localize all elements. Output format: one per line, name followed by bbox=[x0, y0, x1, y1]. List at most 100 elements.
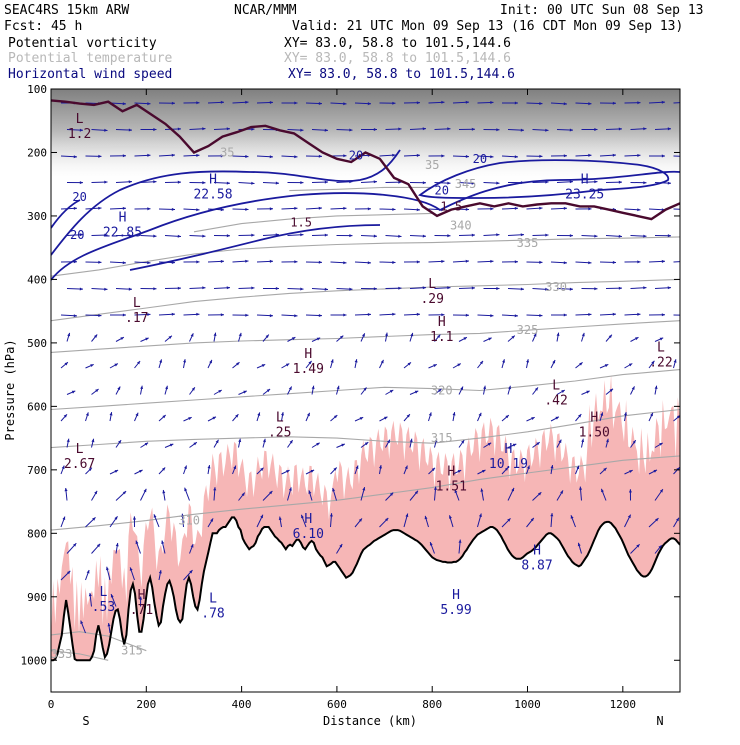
extremum-value: 23.25 bbox=[565, 187, 604, 202]
theta-contour-label: 35 bbox=[220, 145, 234, 159]
extremum-letter: H bbox=[590, 410, 598, 425]
extremum-letter: H bbox=[304, 512, 312, 527]
theta-contour-label: 333 bbox=[51, 647, 73, 661]
field-name-pv: Potential vorticity bbox=[8, 36, 157, 51]
extremum-letter: H bbox=[304, 347, 312, 362]
extremum-value: .78 bbox=[201, 606, 224, 621]
extremum-letter: H bbox=[581, 172, 589, 187]
y-tick-label: 200 bbox=[27, 146, 47, 159]
extremum-value: 1.49 bbox=[293, 362, 324, 377]
y-tick-label: 700 bbox=[27, 464, 47, 477]
wind-vector-head bbox=[686, 260, 689, 263]
y-tick-label: 400 bbox=[27, 273, 47, 286]
extremum-value: .25 bbox=[268, 425, 291, 440]
extremum-letter: L bbox=[276, 410, 284, 425]
forecast-hour: Fcst: 45 h bbox=[4, 19, 82, 34]
extremum-value: 1.2 bbox=[68, 127, 91, 142]
theta-contour-label: 315 bbox=[121, 644, 143, 658]
model-title: SEAC4RS 15km ARW bbox=[4, 3, 129, 18]
extremum-letter: L bbox=[552, 379, 560, 394]
wind-contour-label: 20 bbox=[70, 228, 84, 242]
field-xy-theta: XY= 83.0, 58.8 to 101.5,144.6 bbox=[284, 51, 511, 66]
x-tick-label: 600 bbox=[327, 698, 347, 711]
x-tick-label: 800 bbox=[422, 698, 442, 711]
y-tick-label: 1000 bbox=[21, 654, 48, 667]
y-tick-label: 900 bbox=[27, 591, 47, 604]
wind-contour-label: 20 bbox=[435, 184, 449, 198]
extremum-letter: L bbox=[428, 277, 436, 292]
valid-time: Valid: 21 UTC Mon 09 Sep 13 (16 CDT Mon … bbox=[292, 19, 683, 34]
theta-contour-label: 340 bbox=[450, 218, 472, 232]
extremum-letter: L bbox=[209, 591, 217, 606]
extremum-letter: H bbox=[452, 588, 460, 603]
extremum-letter: H bbox=[138, 588, 146, 603]
org-label: NCAR/MMM bbox=[234, 3, 297, 18]
extremum-letter: H bbox=[119, 210, 127, 225]
extremum-letter: H bbox=[438, 315, 446, 330]
wind-vector-head bbox=[686, 314, 689, 317]
extremum-letter: H bbox=[533, 544, 541, 559]
extremum-value: 22.85 bbox=[103, 225, 142, 240]
y-tick-label: 600 bbox=[27, 400, 47, 413]
theta-contour-label: 310 bbox=[178, 514, 200, 528]
extremum-value: 1.50 bbox=[579, 425, 610, 440]
wind-vector bbox=[674, 209, 690, 210]
wind-vector-head bbox=[686, 101, 689, 104]
extremum-letter: H bbox=[447, 464, 455, 479]
endpoint-south: S bbox=[82, 714, 89, 728]
wind-contour-label: 20 bbox=[72, 190, 86, 204]
x-axis-label: Distance (km) bbox=[323, 714, 417, 728]
init-time: Init: 00 UTC Sun 08 Sep 13 bbox=[500, 3, 704, 18]
theta-contour-label: 320 bbox=[431, 384, 453, 398]
x-tick-label: 400 bbox=[232, 698, 252, 711]
extremum-value: 2.67 bbox=[64, 457, 95, 472]
y-axis-label: Pressure (hPa) bbox=[3, 339, 17, 440]
y-tick-label: 100 bbox=[27, 83, 47, 96]
extremum-value: .42 bbox=[544, 394, 567, 409]
extremum-value: 10.19 bbox=[489, 457, 528, 472]
wind-contour-label: 20 bbox=[473, 152, 487, 166]
theta-contour-label: 335 bbox=[517, 236, 539, 250]
extremum-letter: H bbox=[505, 442, 513, 457]
theta-contour-label: 345 bbox=[455, 177, 477, 191]
theta-contour-label: 35 bbox=[425, 158, 439, 172]
pv-contour-label: 1.5 bbox=[290, 215, 312, 229]
wind-vector bbox=[674, 156, 690, 157]
theta-contour-label: 325 bbox=[517, 323, 539, 337]
extremum-value: .53 bbox=[92, 600, 115, 615]
extremum-letter: L bbox=[76, 442, 84, 457]
field-xy-wind: XY= 83.0, 58.8 to 101.5,144.6 bbox=[288, 67, 515, 82]
extremum-letter: L bbox=[76, 112, 84, 127]
extremum-letter: L bbox=[100, 585, 108, 600]
extremum-value: .22 bbox=[649, 356, 672, 371]
extremum-value: 1.1 bbox=[430, 330, 453, 345]
pv-contour-label: 1.5 bbox=[440, 199, 462, 213]
field-name-wind: Horizontal wind speed bbox=[8, 67, 172, 82]
y-tick-label: 800 bbox=[27, 527, 47, 540]
extremum-value: .29 bbox=[420, 292, 443, 307]
wind-vector-head bbox=[686, 208, 689, 211]
header: SEAC4RS 15km ARW NCAR/MMM Init: 00 UTC S… bbox=[4, 3, 704, 82]
plot-area: 31033533032532031534535353333403151.51.5… bbox=[21, 83, 690, 711]
extremum-letter: H bbox=[209, 172, 217, 187]
x-tick-label: 1000 bbox=[514, 698, 541, 711]
y-tick-label: 300 bbox=[27, 210, 47, 223]
wind-vector-head bbox=[686, 155, 689, 158]
theta-contour-label: 315 bbox=[431, 431, 453, 445]
extremum-letter: L bbox=[133, 296, 141, 311]
wind-contour-label: 20 bbox=[349, 149, 363, 163]
endpoint-north: N bbox=[656, 714, 663, 728]
field-xy-pv: XY= 83.0, 58.8 to 101.5,144.6 bbox=[284, 36, 511, 51]
extremum-value: 22.58 bbox=[193, 187, 232, 202]
theta-contour-label: 330 bbox=[545, 280, 567, 294]
extremum-value: 8.87 bbox=[521, 559, 552, 574]
extremum-value: 6.10 bbox=[293, 527, 324, 542]
x-tick-label: 1200 bbox=[610, 698, 637, 711]
extremum-value: 1.51 bbox=[436, 479, 467, 494]
extremum-value: 5.99 bbox=[440, 603, 471, 618]
extremum-value: .71 bbox=[130, 603, 153, 618]
extremum-value: .17 bbox=[125, 311, 148, 326]
x-tick-label: 0 bbox=[48, 698, 55, 711]
